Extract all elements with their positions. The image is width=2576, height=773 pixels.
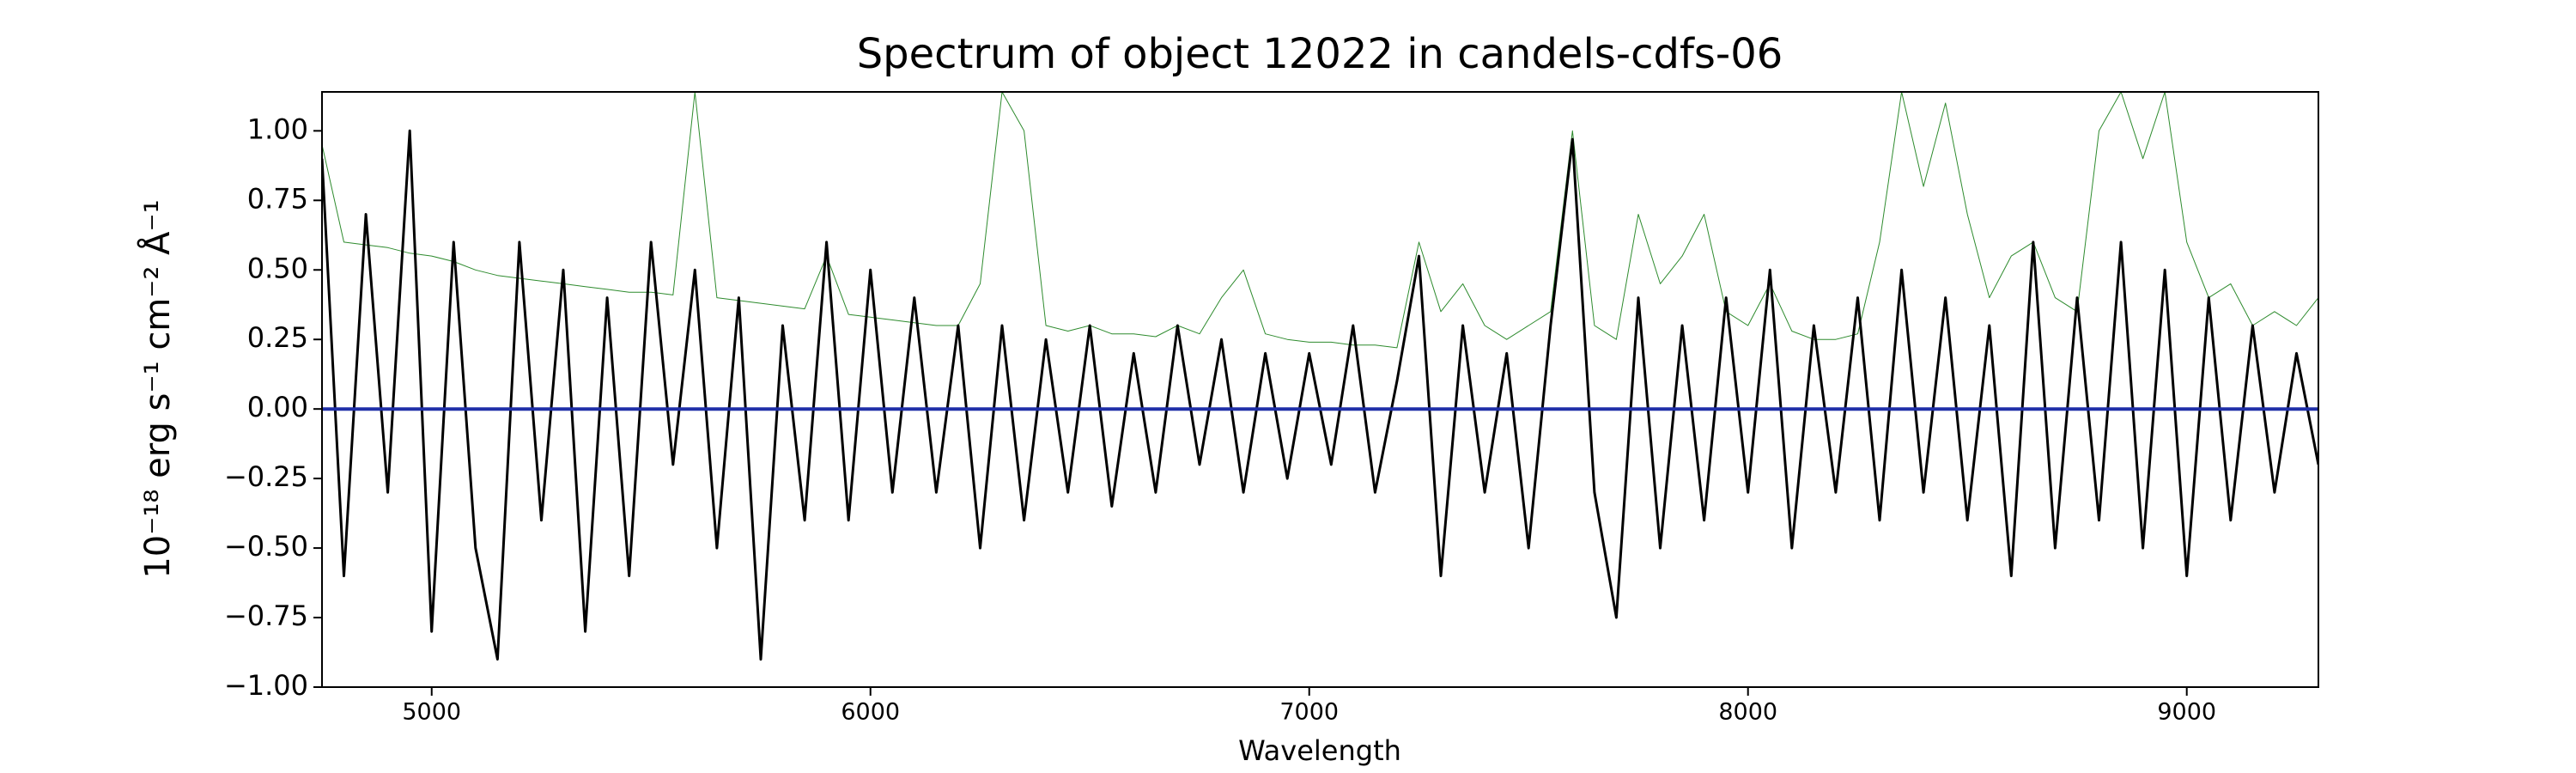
chart-title: Spectrum of object 12022 in candels-cdfs… bbox=[857, 30, 1783, 78]
spectrum-line bbox=[322, 92, 2318, 349]
plot-frame bbox=[321, 91, 2319, 688]
y-tick-label: 0.50 bbox=[247, 252, 308, 284]
x-tick-label: 7000 bbox=[1279, 699, 1339, 726]
y-axis-label: 10⁻¹⁸ erg s⁻¹ cm⁻² Å⁻¹ bbox=[137, 199, 178, 578]
y-tick-label: −0.25 bbox=[224, 460, 308, 493]
y-tick-label: 1.00 bbox=[247, 113, 308, 145]
y-tick-label: 0.25 bbox=[247, 321, 308, 354]
x-tick-label: 5000 bbox=[402, 699, 461, 726]
y-tick-label: −0.75 bbox=[224, 600, 308, 632]
y-tick-label: −0.50 bbox=[224, 530, 308, 563]
y-tick-label: 0.00 bbox=[247, 391, 308, 423]
y-tick-label: −1.00 bbox=[224, 669, 308, 702]
x-tick-label: 8000 bbox=[1718, 699, 1777, 726]
x-tick-label: 9000 bbox=[2157, 699, 2216, 726]
plot-area bbox=[322, 92, 2318, 661]
y-tick-label: 0.75 bbox=[247, 182, 308, 215]
x-axis-label: Wavelength bbox=[1238, 734, 1401, 767]
x-tick-label: 6000 bbox=[841, 699, 900, 726]
